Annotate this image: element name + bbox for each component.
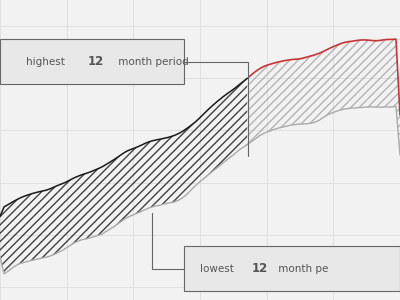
FancyBboxPatch shape bbox=[0, 39, 184, 84]
Text: highest: highest bbox=[26, 56, 68, 67]
Text: lowest: lowest bbox=[200, 263, 237, 274]
Text: month period: month period bbox=[115, 56, 189, 67]
FancyBboxPatch shape bbox=[184, 246, 400, 291]
Text: 12: 12 bbox=[88, 55, 104, 68]
Text: 12: 12 bbox=[252, 262, 268, 275]
Text: month pe: month pe bbox=[275, 263, 328, 274]
